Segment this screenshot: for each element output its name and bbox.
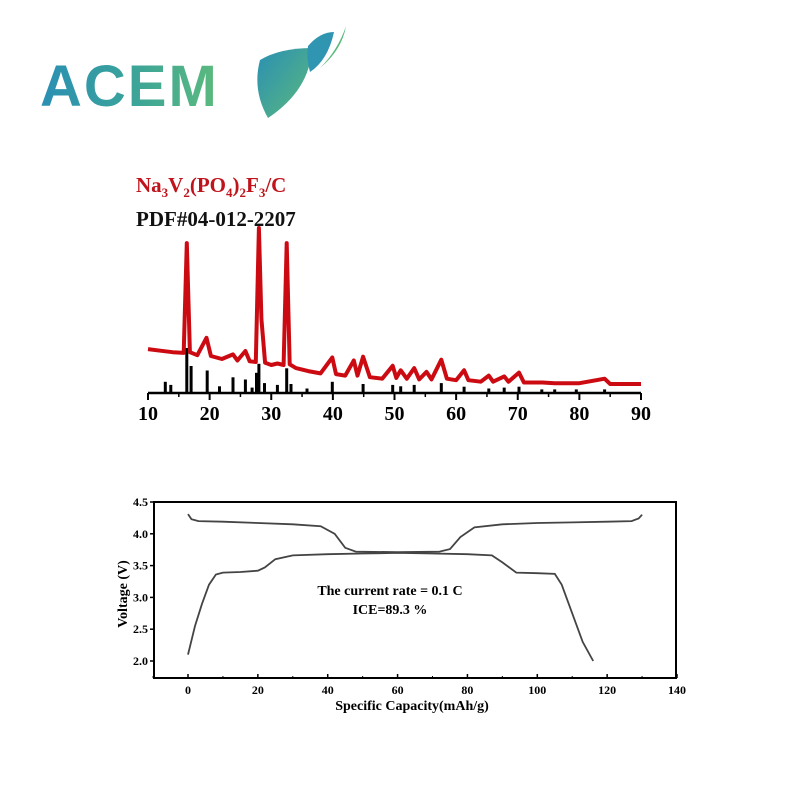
acem-logo: ACEM xyxy=(30,20,346,120)
x-tick-label: 40 xyxy=(323,403,343,425)
y-tick-label: 3.0 xyxy=(133,590,148,604)
reference-stick xyxy=(250,387,254,393)
x-tick-label: 0 xyxy=(185,683,191,697)
x-axis-ticks: 10 20 30 40 50 60 70 80 90 xyxy=(138,393,651,425)
reference-stick xyxy=(205,370,209,393)
discharge-curve xyxy=(187,551,594,662)
reference-sticks xyxy=(163,348,607,394)
reference-stick xyxy=(462,386,466,393)
reference-stick xyxy=(275,384,279,393)
reference-stick xyxy=(231,377,235,393)
reference-stick xyxy=(603,389,607,393)
annotation-ice: ICE=89.3 % xyxy=(353,603,428,618)
xrd-legend: Na3V2(PO4)2F3/C PDF#04-012-2207 xyxy=(136,172,296,232)
y-tick-label: 3.5 xyxy=(133,559,148,573)
annotation-rate: The current rate = 0.1 C xyxy=(317,584,462,599)
logo-text: ACEM xyxy=(40,54,219,119)
y-axis-ticks: 4.5 4.0 3.5 3.0 2.5 2.0 xyxy=(133,495,154,668)
x-tick-label: 140 xyxy=(668,683,686,697)
x-tick-label: 20 xyxy=(200,403,220,425)
y-tick-label: 4.0 xyxy=(133,527,148,541)
reference-stick xyxy=(289,384,293,393)
legend-reference: PDF#04-012-2207 xyxy=(136,207,296,232)
reference-stick xyxy=(218,386,221,394)
legend-sample: Na3V2(PO4)2F3/C xyxy=(136,173,287,201)
x-axis-label: Specific Capacity(mAh/g) xyxy=(335,699,489,714)
plot-frame xyxy=(153,501,677,679)
leaf-icon xyxy=(257,26,346,118)
reference-stick xyxy=(487,388,491,393)
x-tick-label: 80 xyxy=(569,403,589,425)
x-tick-label: 50 xyxy=(385,403,405,425)
reference-stick xyxy=(163,381,167,394)
reference-stick xyxy=(574,389,578,393)
x-tick-label: 90 xyxy=(631,403,651,425)
reference-stick xyxy=(540,389,544,393)
reference-stick xyxy=(391,384,395,393)
x-tick-label: 100 xyxy=(528,683,546,697)
reference-stick xyxy=(412,384,416,393)
reference-stick xyxy=(553,389,557,393)
reference-stick xyxy=(243,379,247,393)
reference-stick xyxy=(361,384,365,393)
reference-stick xyxy=(189,366,193,393)
y-tick-label: 4.5 xyxy=(133,495,148,509)
x-tick-label: 80 xyxy=(461,683,473,697)
x-tick-label: 40 xyxy=(322,683,334,697)
reference-stick xyxy=(169,384,173,393)
x-tick-label: 10 xyxy=(138,403,158,425)
xrd-pattern-line xyxy=(147,226,641,386)
reference-stick xyxy=(185,348,189,393)
x-tick-label: 70 xyxy=(508,403,528,425)
y-tick-label: 2.5 xyxy=(133,622,148,636)
reference-stick xyxy=(263,383,266,393)
reference-stick xyxy=(285,368,289,394)
reference-stick xyxy=(399,386,403,394)
reference-stick xyxy=(517,386,521,393)
xrd-chart: 10 20 30 40 50 60 70 80 90 xyxy=(138,226,651,425)
reference-stick xyxy=(257,363,261,394)
x-tick-label: 20 xyxy=(252,683,264,697)
x-tick-label: 60 xyxy=(392,683,404,697)
reference-stick xyxy=(502,387,506,393)
reference-stick xyxy=(330,381,334,394)
reference-stick xyxy=(255,372,258,394)
x-tick-label: 30 xyxy=(261,403,281,425)
y-axis-label: Voltage (V) xyxy=(116,560,131,628)
x-axis-ticks: 0 20 40 60 80 100 120 140 xyxy=(152,674,686,697)
charge-curve xyxy=(187,513,643,554)
y-tick-label: 2.0 xyxy=(133,654,148,668)
x-tick-label: 120 xyxy=(598,683,616,697)
reference-stick xyxy=(439,383,443,393)
reference-stick xyxy=(305,388,309,393)
x-tick-label: 60 xyxy=(446,403,466,425)
